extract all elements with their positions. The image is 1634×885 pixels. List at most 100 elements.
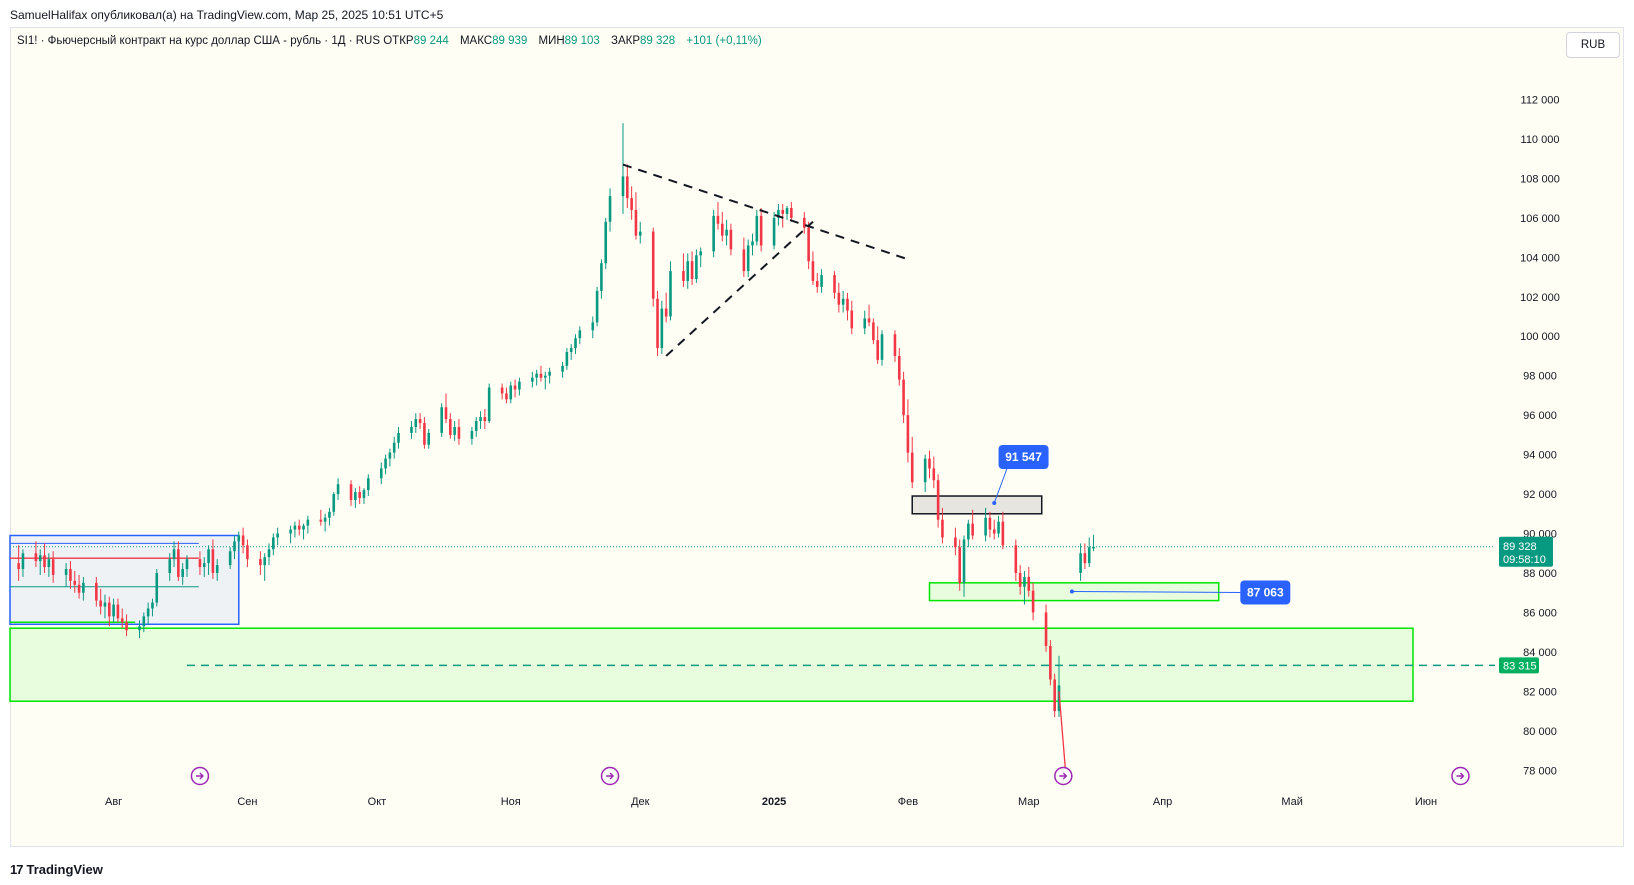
candle-body: [928, 458, 931, 469]
candle-body: [297, 525, 301, 530]
candle-body: [1023, 576, 1026, 587]
y-tick-label: 104 000: [1520, 252, 1560, 264]
candle-body: [440, 407, 443, 433]
y-tick-label: 86 000: [1523, 607, 1557, 619]
candle-body: [880, 334, 884, 360]
candle-body: [790, 207, 793, 218]
candle-body: [336, 484, 340, 495]
currency-button[interactable]: RUB: [1566, 32, 1620, 58]
candle-body: [99, 600, 102, 607]
candle-body: [833, 275, 836, 293]
candle-body: [716, 215, 720, 224]
candle-body: [483, 417, 487, 422]
candle-body: [34, 553, 38, 562]
candle-body: [902, 379, 905, 416]
candle-body: [906, 415, 910, 453]
trendline-upper: [622, 163, 909, 261]
candle-body: [1014, 545, 1018, 573]
candle-body: [328, 511, 331, 518]
candle-body: [1001, 521, 1005, 546]
event-arrow-icon: [195, 772, 204, 780]
candle-body: [272, 537, 275, 550]
low-value: 89 103: [564, 35, 600, 47]
candle-body: [565, 352, 569, 366]
candle-body: [384, 458, 387, 469]
candle-body: [988, 517, 992, 530]
range-box: [9, 534, 240, 626]
candle-body: [569, 348, 573, 352]
candle-body: [720, 223, 724, 236]
candle-body: [626, 176, 629, 199]
tradingview-logo-icon: 17: [10, 862, 24, 877]
candle-body: [820, 275, 823, 287]
y-tick-label: 82 000: [1523, 686, 1557, 698]
candle-body: [17, 563, 20, 570]
candle-body: [897, 355, 901, 380]
candle-body: [1053, 679, 1056, 712]
candle-body: [846, 298, 849, 311]
symbol-title[interactable]: SI1! · Фьючерсный контракт на курс долла…: [17, 35, 381, 47]
candle-body: [177, 549, 180, 577]
candle-body: [181, 569, 184, 577]
candle-body: [746, 245, 750, 272]
candle-body: [604, 221, 608, 264]
candle-body: [125, 622, 128, 631]
callout-leader-2: [1071, 590, 1241, 593]
candle-body: [302, 525, 305, 530]
candle-body: [263, 557, 266, 566]
resistance-zone: [911, 495, 1043, 515]
candle-body: [518, 381, 521, 390]
candle-body: [233, 541, 236, 552]
y-tick-label: 112 000: [1521, 94, 1560, 106]
x-tick-label: Апр: [1153, 796, 1172, 808]
candle-body: [651, 231, 655, 299]
tradingview-logo[interactable]: 17 TradingView: [10, 862, 103, 877]
candle-body: [198, 559, 202, 568]
price-badge-countdown: 09:58:10: [1503, 554, 1546, 566]
candle-body: [997, 521, 1000, 534]
candle-body: [535, 373, 538, 378]
candle-body: [656, 298, 659, 349]
candle-body: [509, 385, 513, 400]
close-label: ЗАКР: [611, 35, 641, 47]
candle-body: [608, 196, 612, 222]
candle-body: [759, 215, 763, 246]
candle-body: [21, 553, 25, 570]
x-tick-label: Фев: [898, 796, 918, 808]
candle-body: [237, 535, 241, 542]
candle-body: [910, 452, 914, 483]
candle-body: [116, 604, 120, 619]
candle-body: [202, 563, 206, 568]
candle-body: [863, 318, 867, 329]
candle-body: [43, 555, 46, 568]
event-arrow-icon: [1456, 772, 1465, 780]
y-tick-label: 80 000: [1523, 726, 1557, 738]
y-tick-label: 84 000: [1523, 647, 1557, 659]
candle-body: [1027, 576, 1031, 591]
candle-body: [69, 569, 72, 581]
candle-body: [699, 251, 702, 256]
y-tick-label: 102 000: [1520, 292, 1560, 304]
high-label: МАКС: [459, 35, 493, 47]
candle-body: [742, 249, 746, 272]
candle-body: [781, 209, 785, 214]
candle-body: [682, 271, 685, 281]
y-tick-label: 96 000: [1523, 410, 1557, 422]
candle-body: [669, 271, 672, 317]
change-value: +101 (+0,11%): [686, 35, 762, 47]
candle-body: [1092, 546, 1095, 549]
y-tick-label: 78 000: [1523, 765, 1557, 777]
candle-body: [941, 519, 944, 538]
candle-body: [500, 387, 504, 394]
candle-body: [259, 559, 262, 566]
candle-body: [358, 492, 361, 498]
target-badge: [1499, 657, 1539, 674]
candle-body: [103, 602, 107, 607]
candle-body: [120, 618, 124, 623]
candle-body: [962, 539, 966, 583]
candle-body: [1044, 612, 1048, 646]
x-tick-label: Ноя: [501, 796, 521, 808]
candle-body: [971, 523, 974, 536]
y-tick-label: 88 000: [1523, 568, 1557, 580]
